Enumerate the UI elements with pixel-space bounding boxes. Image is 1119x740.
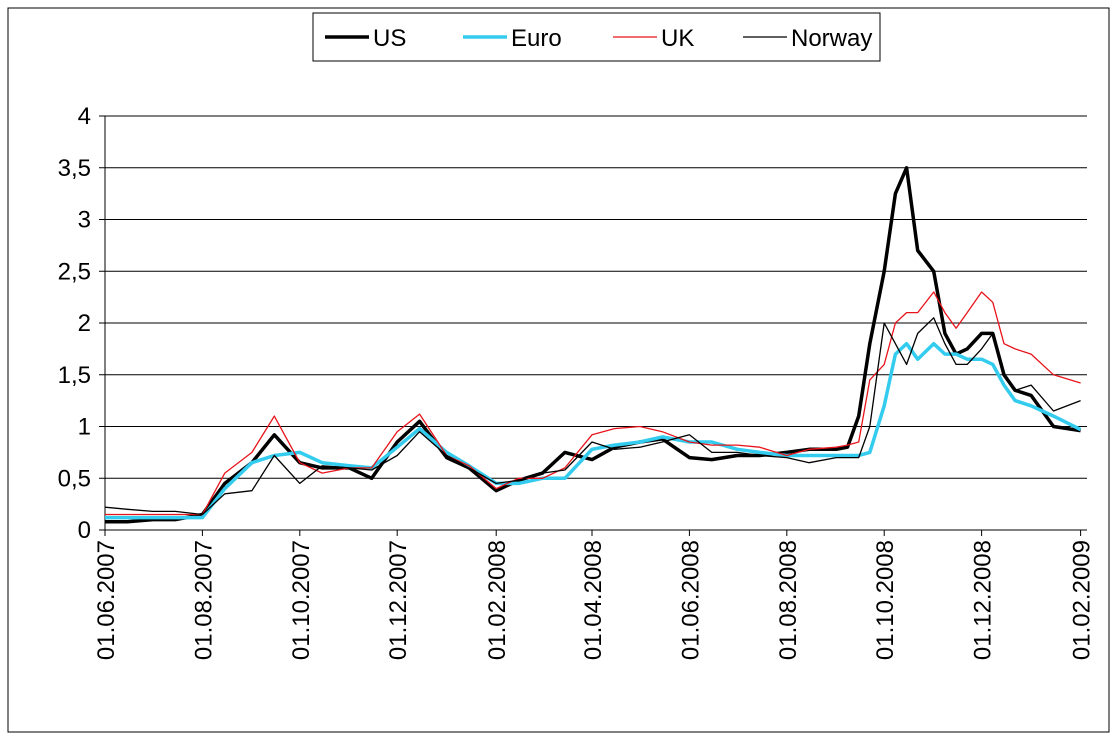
y-tick-label: 0,5 [58,465,91,492]
legend-label: Euro [511,25,562,52]
y-tick-label: 1 [78,414,91,441]
y-tick-label: 0 [78,517,91,544]
x-tick-label: 01.08.2008 [775,540,802,660]
series-line [105,291,1081,516]
y-tick-label: 4 [78,103,91,130]
x-tick-label: 01.12.2007 [385,540,412,660]
legend-label: US [373,25,406,52]
x-tick-label: 01.10.2007 [288,540,315,660]
x-tick-label: 01.12.2008 [970,540,997,660]
series-line [104,317,1081,516]
x-tick-label: 01.06.2008 [677,540,704,660]
y-tick-label: 2 [78,310,91,337]
x-tick-label: 01.06.2007 [93,540,120,660]
x-tick-label: 01.08.2007 [190,540,217,660]
legend-label: Norway [791,25,872,52]
x-tick-label: 01.02.2008 [484,540,511,660]
y-tick-label: 1,5 [58,362,91,389]
y-tick-label: 3,5 [58,155,91,182]
legend-label: UK [661,25,694,52]
x-tick-label: 01.10.2008 [872,540,899,660]
x-tick-label: 01.04.2008 [580,540,607,660]
y-tick-label: 3 [78,207,91,234]
y-tick-label: 2,5 [58,258,91,285]
x-tick-label: 01.02.2009 [1069,540,1096,660]
